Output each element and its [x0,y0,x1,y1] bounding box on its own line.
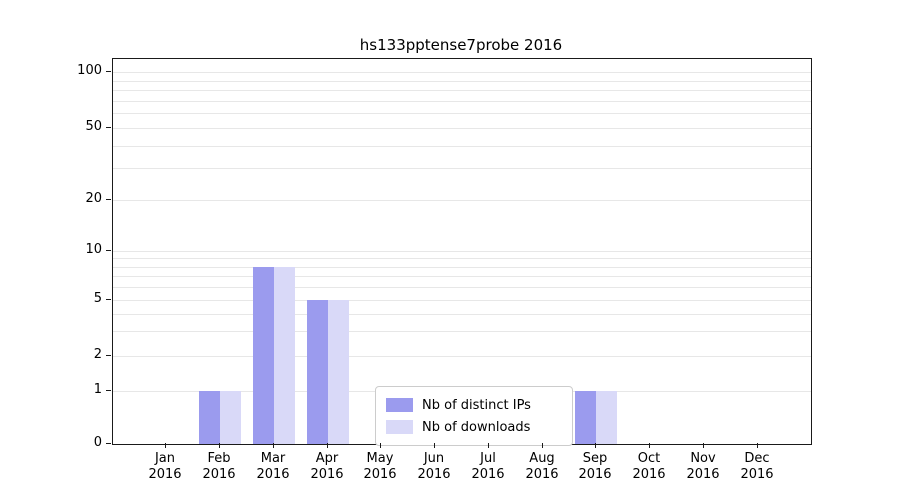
gridline [113,101,811,102]
gridline [113,267,811,268]
x-tick-mark [757,443,758,448]
gridline [113,356,811,357]
bar-downloads [219,391,241,444]
x-tick-mark [327,443,328,448]
y-tick-label: 20 [85,191,102,206]
x-tick-label: Apr 2016 [310,451,344,482]
x-tick-mark [703,443,704,448]
bar-downloads [327,300,349,444]
legend-label-downloads: Nb of downloads [422,419,531,435]
bar-downloads [273,266,295,444]
y-tick-label: 1 [93,382,102,397]
y-tick-mark [106,250,111,251]
gridline [113,287,811,288]
bar-distinct-ips [575,391,597,444]
x-tick-label: Dec 2016 [740,451,774,482]
gridline [113,331,811,332]
x-tick-label: Jul 2016 [471,451,505,482]
gridline [113,128,811,129]
x-tick-mark [542,443,543,448]
legend-item-downloads: Nb of downloads [386,416,562,438]
x-tick-mark [219,443,220,448]
x-tick-label: Aug 2016 [525,451,559,482]
x-tick-mark [380,443,381,448]
legend: Nb of distinct IPs Nb of downloads [375,386,573,446]
gridline [113,276,811,277]
x-tick-label: Oct 2016 [632,451,666,482]
gridline [113,200,811,201]
bar-downloads [596,391,618,444]
gridline [113,90,811,91]
y-tick-mark [106,443,111,444]
legend-swatch-downloads [386,420,413,434]
y-tick-mark [106,127,111,128]
y-tick-mark [106,390,111,391]
x-tick-mark [165,443,166,448]
bar-distinct-ips [198,391,220,444]
gridline [113,251,811,252]
legend-swatch-distinct-ips [386,398,413,412]
legend-item-distinct-ips: Nb of distinct IPs [386,394,562,416]
y-tick-mark [106,299,111,300]
y-tick-label: 0 [93,435,102,450]
gridline [113,81,811,82]
gridline [113,72,811,73]
x-tick-label: May 2016 [363,451,397,482]
y-tick-mark [106,355,111,356]
x-tick-mark [273,443,274,448]
y-tick-label: 100 [77,63,102,78]
x-tick-label: Feb 2016 [202,451,236,482]
y-tick-mark [106,71,111,72]
gridline [113,113,811,114]
gridline [113,314,811,315]
x-tick-label: Mar 2016 [256,451,290,482]
x-tick-mark [488,443,489,448]
y-tick-label: 2 [93,347,102,362]
x-tick-label: Jun 2016 [417,451,451,482]
y-tick-mark [106,199,111,200]
y-tick-label: 50 [85,119,102,134]
gridline [113,168,811,169]
x-tick-mark [434,443,435,448]
x-tick-mark [595,443,596,448]
gridline [113,258,811,259]
x-tick-mark [649,443,650,448]
x-tick-label: Sep 2016 [578,451,612,482]
gridline [113,300,811,301]
y-tick-label: 5 [93,291,102,306]
gridline [113,146,811,147]
y-tick-label: 10 [85,242,102,257]
bar-distinct-ips [252,266,274,444]
legend-label-distinct-ips: Nb of distinct IPs [422,397,531,413]
plot-area: Nb of distinct IPs Nb of downloads [112,58,812,446]
x-tick-label: Nov 2016 [686,451,720,482]
x-tick-label: Jan 2016 [148,451,182,482]
bar-distinct-ips [306,300,328,444]
chart-title: hs133pptense7probe 2016 [359,36,563,54]
